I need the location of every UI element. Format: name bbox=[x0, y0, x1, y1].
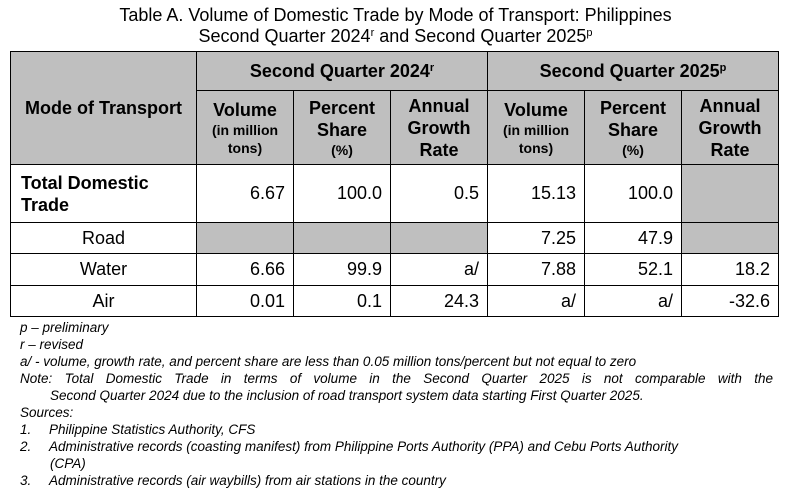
group-header-2025: Second Quarter 2025p bbox=[487, 51, 779, 91]
source-item: 2. Administrative records (coasting manif… bbox=[20, 438, 773, 455]
volume-header-2025: Volume (in million tons) bbox=[487, 90, 585, 165]
growth-header-2024: Annual Growth Rate bbox=[390, 90, 488, 165]
title-line-2: Second Quarter 2024r and Second Quarter … bbox=[0, 26, 791, 47]
group-2025-sup: p bbox=[719, 61, 727, 74]
preliminary-marker: p bbox=[586, 27, 593, 39]
source-text-continued: (CPA) bbox=[50, 456, 86, 471]
share-2025-cell: 47.9 bbox=[584, 222, 682, 254]
growth-2024-cell: 0.5 bbox=[390, 164, 488, 223]
share-unit: (%) bbox=[622, 141, 644, 158]
note-comparability-line2: Second Quarter 2024 due to the inclusion… bbox=[50, 388, 644, 403]
growth-2025-cell bbox=[681, 222, 779, 254]
source-number: 2. bbox=[20, 439, 32, 454]
volume-unit: (in million tons) bbox=[211, 121, 279, 156]
volume-2024-cell: 0.01 bbox=[196, 285, 294, 317]
domestic-trade-table: Mode of Transport Second Quarter 2024r S… bbox=[10, 51, 779, 317]
note-comparability-line1: Note: Total Domestic Trade in terms of v… bbox=[20, 371, 773, 386]
note-a: a/ - volume, growth rate, and percent sh… bbox=[20, 354, 637, 369]
title-period-2024: Second Quarter 2024 bbox=[198, 26, 371, 46]
source-number: 1. bbox=[20, 422, 32, 437]
note-preliminary: p – preliminary bbox=[20, 320, 109, 335]
source-text: Administrative records (coasting manifes… bbox=[49, 439, 679, 454]
growth-2025-cell: -32.6 bbox=[681, 285, 779, 317]
group-header-2024: Second Quarter 2024r bbox=[196, 51, 488, 91]
volume-2024-cell bbox=[196, 222, 294, 254]
share-header-2025: Percent Share (%) bbox=[584, 90, 682, 165]
group-2024-label: Second Quarter 2024 bbox=[249, 60, 430, 81]
table-row: Road 7.25 47.9 bbox=[10, 222, 779, 254]
volume-label: Volume bbox=[504, 99, 568, 120]
share-2025-cell: a/ bbox=[584, 285, 682, 317]
title-period-2025: and Second Quarter 2025 bbox=[374, 26, 587, 46]
share-label: Percent Share bbox=[599, 97, 667, 140]
volume-2025-cell: 7.25 bbox=[487, 222, 585, 254]
volume-2025-cell: 7.88 bbox=[487, 253, 585, 286]
source-text: Administrative records (air waybills) fr… bbox=[49, 473, 446, 488]
volume-2025-cell: a/ bbox=[487, 285, 585, 317]
growth-2024-cell bbox=[390, 222, 488, 254]
volume-header-2024: Volume (in million tons) bbox=[196, 90, 294, 165]
mode-cell: Air bbox=[10, 285, 197, 317]
table-row: Water 6.66 99.9 a/ 7.88 52.1 18.2 bbox=[10, 253, 779, 286]
table-row: Total Domestic Trade 6.67 100.0 0.5 15.1… bbox=[10, 164, 779, 223]
share-label: Percent Share bbox=[308, 97, 376, 140]
group-2025-label: Second Quarter 2025 bbox=[539, 60, 720, 81]
title-line-1: Table A. Volume of Domestic Trade by Mod… bbox=[119, 5, 672, 25]
share-2024-cell: 99.9 bbox=[293, 253, 391, 286]
group-2024-sup: r bbox=[429, 61, 435, 74]
sources-label: Sources: bbox=[20, 405, 74, 420]
source-item: 1. Philippine Statistics Authority, CFS bbox=[20, 421, 773, 438]
share-2025-cell: 100.0 bbox=[584, 164, 682, 223]
growth-2024-cell: 24.3 bbox=[390, 285, 488, 317]
share-2024-cell: 0.1 bbox=[293, 285, 391, 317]
share-2024-cell: 100.0 bbox=[293, 164, 391, 223]
volume-2024-cell: 6.66 bbox=[196, 253, 294, 286]
growth-2025-cell bbox=[681, 164, 779, 223]
source-item: 3. Administrative records (air waybills) … bbox=[20, 472, 773, 489]
volume-2025-cell: 15.13 bbox=[487, 164, 585, 223]
note-revised: r – revised bbox=[20, 337, 84, 352]
source-number: 3. bbox=[20, 473, 32, 488]
volume-2024-cell: 6.67 bbox=[196, 164, 294, 223]
growth-header-2025: Annual Growth Rate bbox=[681, 90, 779, 165]
growth-2024-cell: a/ bbox=[390, 253, 488, 286]
mode-cell: Total Domestic Trade bbox=[10, 164, 197, 223]
growth-2025-cell: 18.2 bbox=[681, 253, 779, 286]
mode-cell: Road bbox=[10, 222, 197, 254]
table-notes: p – preliminary r – revised a/ - volume,… bbox=[20, 319, 773, 489]
share-2025-cell: 52.1 bbox=[584, 253, 682, 286]
revised-marker: r bbox=[370, 27, 375, 39]
mode-of-transport-header: Mode of Transport bbox=[10, 51, 197, 165]
volume-label: Volume bbox=[213, 99, 277, 120]
source-text: Philippine Statistics Authority, CFS bbox=[49, 422, 256, 437]
mode-cell: Water bbox=[10, 253, 197, 286]
volume-unit: (in million tons) bbox=[502, 121, 570, 156]
table-title: Table A. Volume of Domestic Trade by Mod… bbox=[0, 5, 791, 47]
table-row: Air 0.01 0.1 24.3 a/ a/ -32.6 bbox=[10, 285, 779, 317]
share-unit: (%) bbox=[331, 141, 353, 158]
share-2024-cell bbox=[293, 222, 391, 254]
share-header-2024: Percent Share (%) bbox=[293, 90, 391, 165]
